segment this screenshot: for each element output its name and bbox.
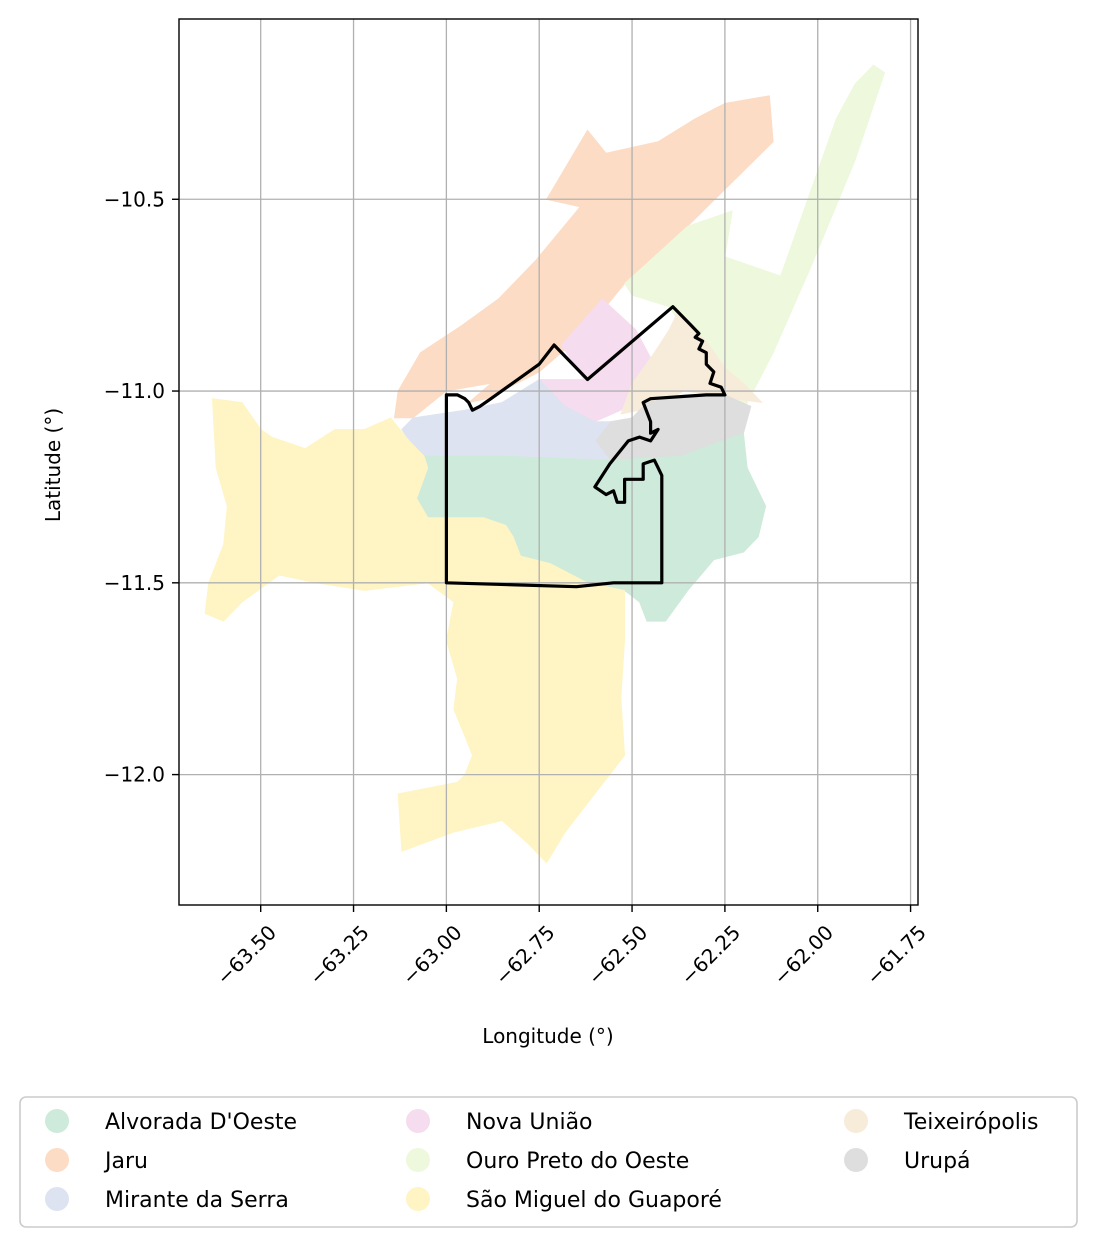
y-tick-label: −11.5	[104, 571, 165, 595]
legend-label: Urupá	[904, 1149, 971, 1174]
legend-marker	[45, 1109, 69, 1133]
legend-label: Jaru	[103, 1149, 148, 1174]
legend-label: Ouro Preto do Oeste	[466, 1149, 689, 1174]
legend-label: São Miguel do Guaporé	[466, 1188, 722, 1213]
legend-marker	[406, 1187, 430, 1211]
y-axis-label: Latitude (°)	[41, 408, 65, 522]
legend-label: Nova União	[466, 1110, 593, 1135]
legend-label: Alvorada D'Oeste	[105, 1110, 297, 1135]
legend-marker	[844, 1148, 868, 1172]
y-tick-label: −11.0	[104, 379, 165, 403]
legend-label: Teixeirópolis	[903, 1110, 1038, 1135]
x-axis-label: Longitude (°)	[482, 1024, 613, 1048]
legend-marker	[406, 1148, 430, 1172]
y-tick-label: −10.5	[104, 187, 165, 211]
legend-marker	[406, 1109, 430, 1133]
legend-marker	[45, 1148, 69, 1172]
legend-label: Mirante da Serra	[105, 1188, 289, 1213]
legend-marker	[844, 1109, 868, 1133]
legend-marker	[45, 1187, 69, 1211]
legend: Alvorada D'Oeste Jaru Mirante da Serra Nova…	[20, 1097, 1077, 1227]
y-tick-label: −12.0	[104, 763, 165, 787]
